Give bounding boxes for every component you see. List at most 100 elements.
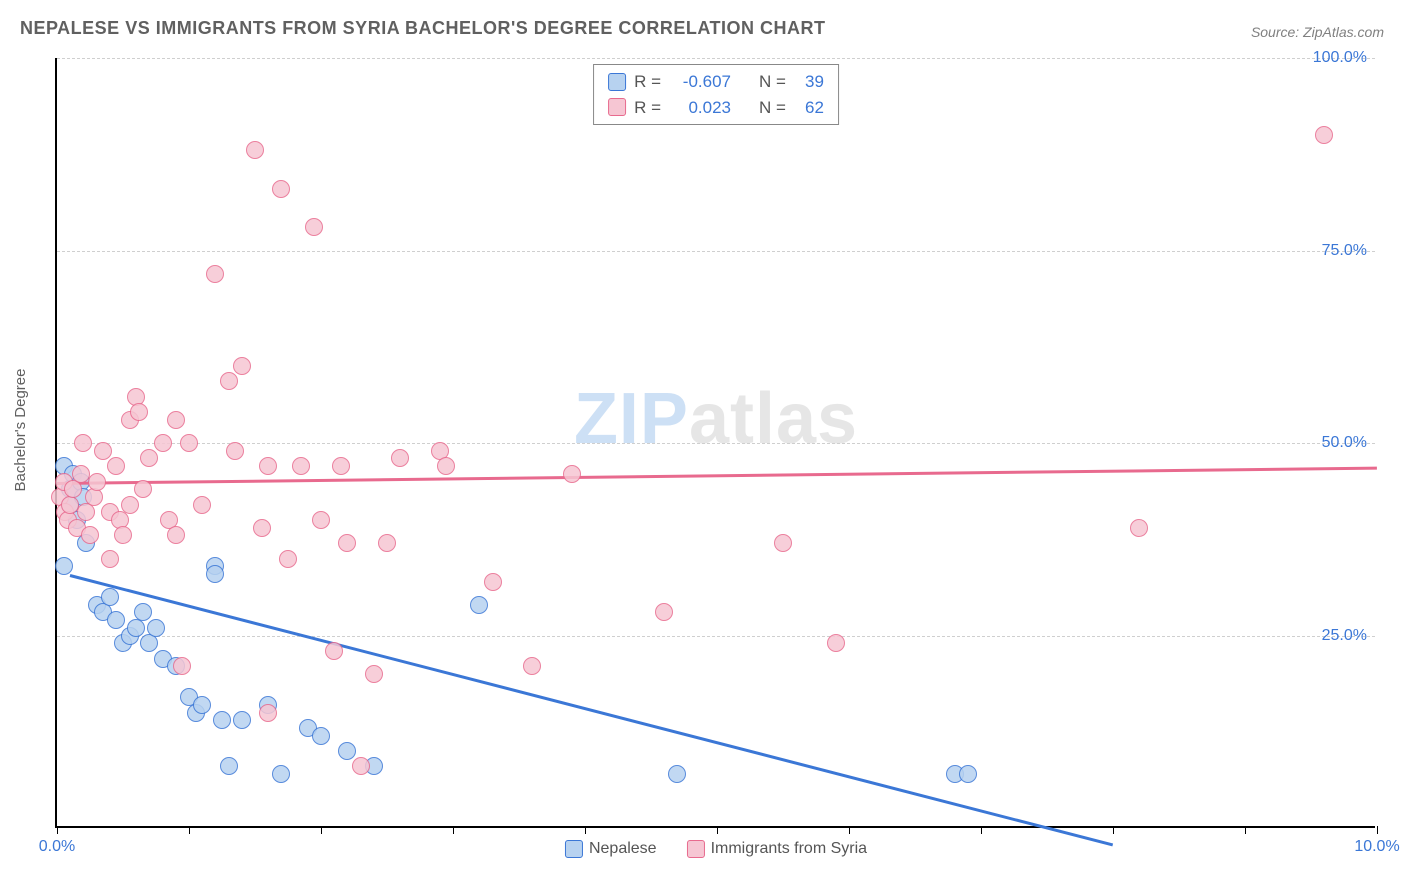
data-point-nepalese <box>220 757 238 775</box>
legend-series-label: Nepalese <box>589 840 657 857</box>
x-tick <box>717 826 718 834</box>
data-point-syria <box>332 457 350 475</box>
data-point-syria <box>226 442 244 460</box>
data-point-nepalese <box>140 634 158 652</box>
data-point-syria <box>292 457 310 475</box>
x-tick <box>453 826 454 834</box>
data-point-syria <box>64 480 82 498</box>
gridline-h <box>57 443 1375 444</box>
data-point-syria <box>253 519 271 537</box>
x-tick <box>321 826 322 834</box>
data-point-syria <box>193 496 211 514</box>
data-point-nepalese <box>668 765 686 783</box>
data-point-nepalese <box>107 611 125 629</box>
data-point-syria <box>352 757 370 775</box>
legend-r-value: -0.607 <box>669 69 731 95</box>
data-point-nepalese <box>134 603 152 621</box>
trendline-nepalese <box>70 574 1114 846</box>
data-point-syria <box>325 642 343 660</box>
x-tick <box>57 826 58 834</box>
data-point-nepalese <box>233 711 251 729</box>
data-point-syria <box>94 442 112 460</box>
x-tick <box>585 826 586 834</box>
gridline-h <box>57 636 1375 637</box>
legend-swatch-nepalese <box>565 840 583 858</box>
legend-r-value: 0.023 <box>669 95 731 121</box>
data-point-syria <box>365 665 383 683</box>
x-tick <box>1113 826 1114 834</box>
data-point-syria <box>101 550 119 568</box>
data-point-nepalese <box>193 696 211 714</box>
source-attribution: Source: ZipAtlas.com <box>1251 24 1384 40</box>
data-point-syria <box>279 550 297 568</box>
y-tick-label: 25.0% <box>1322 627 1367 645</box>
watermark-right: atlas <box>689 379 858 459</box>
legend-corr-row-nepalese: R =-0.607N =39 <box>608 69 824 95</box>
data-point-syria <box>206 265 224 283</box>
legend-n-label: N = <box>759 69 786 95</box>
data-point-syria <box>130 403 148 421</box>
data-point-syria <box>134 480 152 498</box>
legend-swatch-nepalese <box>608 73 626 91</box>
data-point-syria <box>114 526 132 544</box>
data-point-syria <box>140 449 158 467</box>
data-point-nepalese <box>147 619 165 637</box>
data-point-syria <box>259 704 277 722</box>
data-point-syria <box>563 465 581 483</box>
legend-series-label: Immigrants from Syria <box>711 840 867 857</box>
data-point-nepalese <box>272 765 290 783</box>
data-point-syria <box>437 457 455 475</box>
data-point-syria <box>167 411 185 429</box>
data-point-syria <box>378 534 396 552</box>
data-point-nepalese <box>127 619 145 637</box>
legend-n-value: 62 <box>794 95 824 121</box>
data-point-syria <box>88 473 106 491</box>
data-point-syria <box>259 457 277 475</box>
source-label: Source: <box>1251 24 1303 40</box>
x-tick-label: 10.0% <box>1354 838 1399 856</box>
watermark: ZIPatlas <box>574 378 858 460</box>
legend-r-label: R = <box>634 95 661 121</box>
legend-swatch-syria <box>608 98 626 116</box>
data-point-syria <box>81 526 99 544</box>
data-point-syria <box>121 496 139 514</box>
data-point-nepalese <box>206 565 224 583</box>
gridline-h <box>57 58 1375 59</box>
chart-title: NEPALESE VS IMMIGRANTS FROM SYRIA BACHEL… <box>20 18 825 39</box>
watermark-left: ZIP <box>574 379 689 459</box>
trendline-syria <box>57 466 1377 484</box>
x-tick <box>1245 826 1246 834</box>
plot-area: ZIPatlas R =-0.607N =39R =0.023N =62 Nep… <box>55 58 1375 828</box>
data-point-nepalese <box>338 742 356 760</box>
data-point-syria <box>85 488 103 506</box>
data-point-syria <box>655 603 673 621</box>
legend-series: Nepalese Immigrants from Syria <box>565 840 867 858</box>
data-point-syria <box>1315 126 1333 144</box>
source-name: ZipAtlas.com <box>1303 24 1384 40</box>
x-tick <box>189 826 190 834</box>
y-tick-label: 75.0% <box>1322 242 1367 260</box>
y-tick-label: 50.0% <box>1322 434 1367 452</box>
data-point-nepalese <box>101 588 119 606</box>
data-point-syria <box>391 449 409 467</box>
legend-correlation-box: R =-0.607N =39R =0.023N =62 <box>593 64 839 125</box>
data-point-syria <box>167 526 185 544</box>
data-point-syria <box>74 434 92 452</box>
data-point-syria <box>312 511 330 529</box>
x-tick <box>981 826 982 834</box>
x-tick-label: 0.0% <box>39 838 75 856</box>
data-point-syria <box>305 218 323 236</box>
data-point-syria <box>774 534 792 552</box>
data-point-syria <box>246 141 264 159</box>
data-point-nepalese <box>213 711 231 729</box>
data-point-syria <box>180 434 198 452</box>
data-point-nepalese <box>470 596 488 614</box>
data-point-syria <box>107 457 125 475</box>
data-point-nepalese <box>55 557 73 575</box>
data-point-nepalese <box>312 727 330 745</box>
data-point-syria <box>1130 519 1148 537</box>
x-tick <box>1377 826 1378 834</box>
data-point-syria <box>173 657 191 675</box>
data-point-syria <box>523 657 541 675</box>
x-tick <box>849 826 850 834</box>
